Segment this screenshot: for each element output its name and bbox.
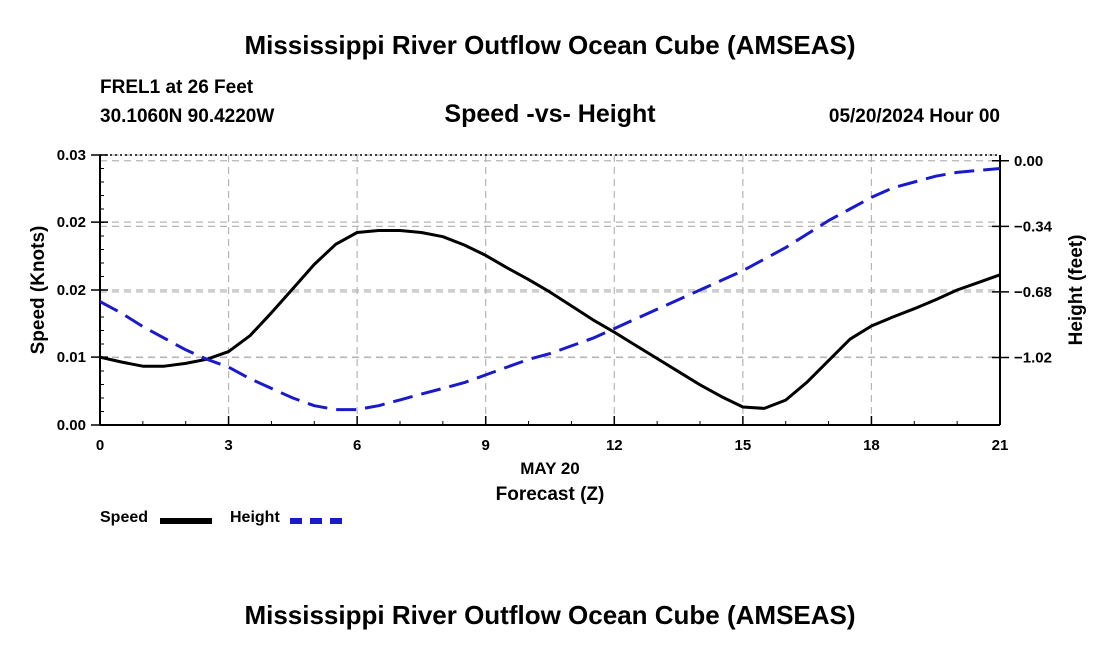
legend-height-label: Height [230, 509, 280, 526]
y-left-axis-label: Speed (Knots) [28, 226, 49, 355]
speed-series-line [99, 229, 1001, 410]
legend-speed-swatch [160, 518, 212, 524]
station-name: FREL1 at 26 Feet [100, 77, 254, 98]
y-right-axis-label: Height (feet) [1066, 235, 1087, 346]
y-right-tick-label-1: −0.34 [1014, 218, 1053, 235]
y-left-tick-label-0: 0.00 [57, 417, 86, 434]
y-left-tick-label-4: 0.03 [57, 147, 86, 164]
x-tick-label-4: 12 [606, 437, 623, 454]
y-right-tick-label-2: −0.68 [1014, 284, 1052, 301]
x-tick-label-0: 0 [96, 437, 104, 454]
y-left-tick-label-1: 0.01 [57, 349, 86, 366]
x-axis-label: Forecast (Z) [496, 484, 605, 505]
y-left-tick-label-2: 0.02 [57, 282, 86, 299]
y-right-tick-label-0: 0.00 [1014, 153, 1043, 170]
height-series-line [99, 167, 1001, 412]
x-tick-label-7: 21 [992, 437, 1009, 454]
y-left-tick-label-3: 0.02 [57, 214, 86, 231]
x-tick-label-5: 15 [735, 437, 752, 454]
legend-speed-label: Speed [100, 509, 149, 526]
legend-height-swatch [290, 518, 342, 524]
x-tick-label-6: 18 [863, 437, 880, 454]
x-tick-label-2: 6 [353, 437, 361, 454]
footer-title: Mississippi River Outflow Ocean Cube (AM… [244, 600, 856, 630]
forecast-date: 05/20/2024 Hour 00 [828, 106, 1000, 127]
y-right-tick-label-3: −1.02 [1014, 350, 1052, 367]
x-tick-label-1: 3 [224, 437, 232, 454]
chart-title: Speed -vs- Height [444, 100, 656, 128]
station-coordinates: 30.1060N 90.4220W [100, 106, 275, 127]
x-axis-sublabel: MAY 20 [520, 459, 580, 478]
main-title: Mississippi River Outflow Ocean Cube (AM… [244, 30, 856, 60]
x-tick-label-3: 9 [482, 437, 490, 454]
